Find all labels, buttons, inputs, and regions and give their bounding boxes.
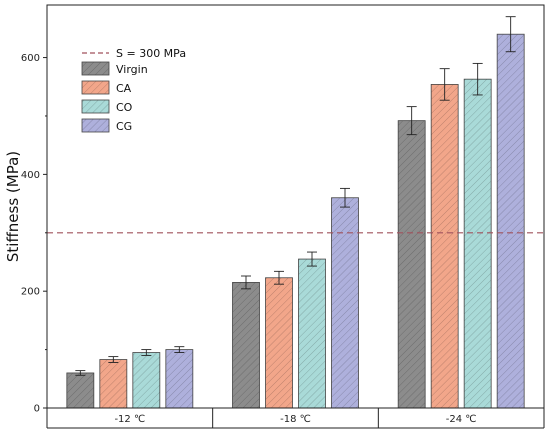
legend-swatch-ca bbox=[81, 80, 110, 95]
legend-label-co: CO bbox=[116, 101, 133, 114]
legend-label-virgin: Virgin bbox=[116, 63, 148, 76]
error-bar bbox=[472, 62, 483, 96]
bar-virgin-1 bbox=[232, 282, 260, 409]
y-tick-label: 200 bbox=[21, 287, 40, 298]
y-axis-title: Stiffness (MPa) bbox=[4, 151, 22, 262]
legend-swatch-virgin bbox=[81, 61, 110, 76]
error-bar bbox=[241, 275, 251, 290]
bar-virgin-0 bbox=[66, 372, 95, 409]
error-bar bbox=[141, 349, 152, 356]
y-tick-label: 400 bbox=[21, 170, 40, 181]
bar-ca-0 bbox=[99, 359, 128, 409]
error-bar bbox=[274, 270, 284, 285]
bar-cg-0 bbox=[165, 349, 194, 409]
bar-cg-2 bbox=[496, 33, 525, 409]
bar-co-0 bbox=[132, 352, 161, 409]
error-bar bbox=[406, 106, 417, 136]
bar-ca-1 bbox=[265, 277, 293, 409]
error-bar bbox=[108, 356, 119, 363]
y-tick-label: 600 bbox=[21, 53, 40, 64]
plot-frame bbox=[46, 4, 545, 409]
bar-co-2 bbox=[463, 78, 492, 409]
x-category-label: -18 ℃ bbox=[280, 414, 311, 425]
legend-swatch-cg bbox=[81, 118, 110, 133]
legend-label-cg: CG bbox=[116, 120, 132, 133]
bar-cg-1 bbox=[331, 197, 359, 409]
error-bar bbox=[174, 346, 185, 353]
error-bar bbox=[439, 68, 450, 101]
legend: S = 300 MPa Virgin CA CO CG bbox=[81, 47, 186, 133]
x-category-label: -12 ℃ bbox=[114, 414, 145, 425]
error-bar bbox=[340, 187, 350, 208]
error-bar bbox=[307, 251, 317, 267]
error-bar bbox=[505, 16, 516, 53]
y-tick-label: 0 bbox=[34, 404, 40, 415]
x-category-label: -24 ℃ bbox=[446, 414, 477, 425]
bar-ca-2 bbox=[430, 84, 459, 409]
bar-virgin-2 bbox=[397, 120, 426, 409]
legend-swatch-co bbox=[81, 99, 110, 114]
legend-label-ca: CA bbox=[116, 82, 132, 95]
legend-reference-label: S = 300 MPa bbox=[116, 47, 186, 60]
error-bar bbox=[75, 370, 86, 376]
bar-co-1 bbox=[298, 258, 326, 409]
